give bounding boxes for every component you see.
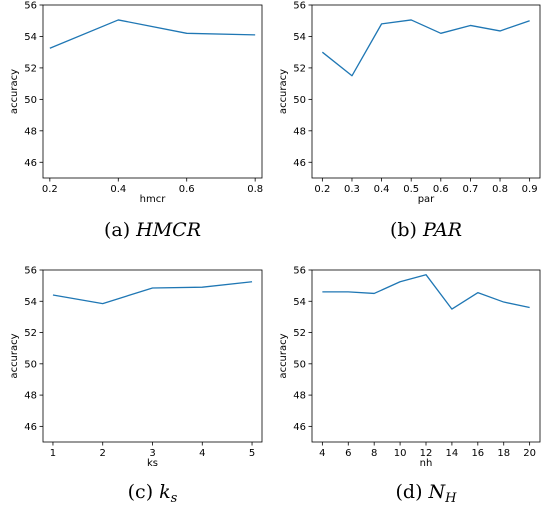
x-tick-label: 5 — [249, 448, 255, 459]
x-axis-label: nh — [420, 458, 433, 469]
y-tick-label: 52 — [293, 328, 306, 339]
caption-math: HMCR — [135, 219, 201, 241]
y-axis-label: accuracy — [278, 333, 289, 378]
x-tick-label: 8 — [371, 448, 377, 459]
panel-caption: (a) HMCR — [104, 219, 201, 241]
x-tick-label: 0.2 — [42, 184, 58, 195]
x-tick-label: 14 — [446, 448, 459, 459]
x-tick-label: 6 — [345, 448, 351, 459]
x-tick-label: 0.5 — [403, 184, 419, 195]
caption-prefix: (a) — [104, 219, 136, 241]
x-tick-label: 0.6 — [179, 184, 195, 195]
x-tick-label: 2 — [100, 448, 106, 459]
x-tick-label: 18 — [497, 448, 510, 459]
panel-caption: (c) ks — [128, 481, 178, 506]
series-line — [52, 281, 253, 305]
x-tick-label: 0.2 — [314, 184, 330, 195]
caption-math: k — [159, 481, 171, 503]
chart-panel-a: 46 48 50 52 54 56 0.2 0.4 0.6 0.8 hmcr accuracy (a) … — [9, 1, 263, 242]
series-line — [322, 274, 530, 310]
x-tick-label: 0.4 — [374, 184, 390, 195]
caption-prefix: (b) — [390, 219, 423, 241]
chart-panel-c: 46 48 50 52 54 56 1 2 3 4 5 ks accuracy (c) ks — [9, 266, 263, 506]
y-tick-label: 48 — [293, 126, 306, 137]
panel-caption: (d) NH — [396, 481, 458, 506]
panel-caption: (b) PAR — [390, 219, 462, 241]
y-tick-label: 56 — [293, 266, 306, 277]
x-tick-label: 0.3 — [344, 184, 360, 195]
y-tick-label: 50 — [24, 95, 37, 106]
plot-frame — [42, 4, 263, 179]
x-tick-label: 3 — [149, 448, 155, 459]
y-axis-label: accuracy — [9, 69, 20, 114]
series-line — [49, 19, 256, 49]
x-tick-label: 10 — [394, 448, 407, 459]
y-tick-label: 48 — [293, 391, 306, 402]
plot-frame — [42, 269, 263, 443]
caption-math: N — [428, 481, 447, 503]
y-tick-label: 50 — [293, 359, 306, 370]
x-tick-label: 0.6 — [433, 184, 449, 195]
caption-math: PAR — [422, 219, 462, 241]
x-tick-label: 16 — [471, 448, 484, 459]
y-axis-label: accuracy — [278, 69, 289, 114]
y-tick-label: 48 — [24, 126, 37, 137]
y-tick-label: 56 — [293, 1, 306, 12]
y-tick-label: 50 — [24, 359, 37, 370]
x-tick-label: 4 — [319, 448, 325, 459]
caption-prefix: (d) — [396, 481, 429, 503]
series-line — [321, 19, 530, 77]
x-axis-label: par — [418, 194, 435, 205]
y-tick-label: 56 — [24, 266, 37, 277]
y-tick-label: 56 — [24, 1, 37, 12]
y-tick-label: 52 — [24, 63, 37, 74]
chart-panel-b: 46 48 50 52 54 56 0.2 0.3 0.4 0.5 0.6 0.7 0.8 0.9 par a… — [278, 1, 541, 241]
y-axis-label: accuracy — [9, 333, 20, 378]
y-tick-label: 54 — [293, 297, 306, 308]
plot-frame — [311, 269, 541, 443]
x-tick-label: 0.9 — [522, 184, 538, 195]
x-axis-label: hmcr — [140, 194, 167, 205]
x-tick-label: 12 — [420, 448, 433, 459]
y-tick-label: 50 — [293, 95, 306, 106]
x-tick-label: 0.4 — [110, 184, 126, 195]
y-tick-label: 48 — [24, 391, 37, 402]
caption-subscript: s — [171, 491, 178, 506]
caption-prefix: (c) — [128, 481, 160, 503]
x-tick-label: 0.8 — [492, 184, 508, 195]
y-tick-label: 46 — [24, 158, 37, 169]
x-tick-label: 0.8 — [247, 184, 263, 195]
x-tick-label: 20 — [523, 448, 536, 459]
y-tick-label: 46 — [293, 422, 306, 433]
y-tick-label: 46 — [24, 422, 37, 433]
plot-frame — [311, 4, 541, 179]
x-tick-label: 4 — [199, 448, 205, 459]
y-tick-label: 46 — [293, 158, 306, 169]
y-tick-label: 52 — [24, 328, 37, 339]
y-tick-label: 54 — [24, 297, 37, 308]
x-tick-label: 0.7 — [462, 184, 478, 195]
x-axis-label: ks — [147, 458, 158, 469]
y-tick-label: 54 — [293, 32, 306, 43]
x-tick-label: 1 — [50, 448, 56, 459]
caption-subscript: H — [444, 491, 457, 506]
y-tick-label: 52 — [293, 63, 306, 74]
y-tick-label: 54 — [24, 32, 37, 43]
